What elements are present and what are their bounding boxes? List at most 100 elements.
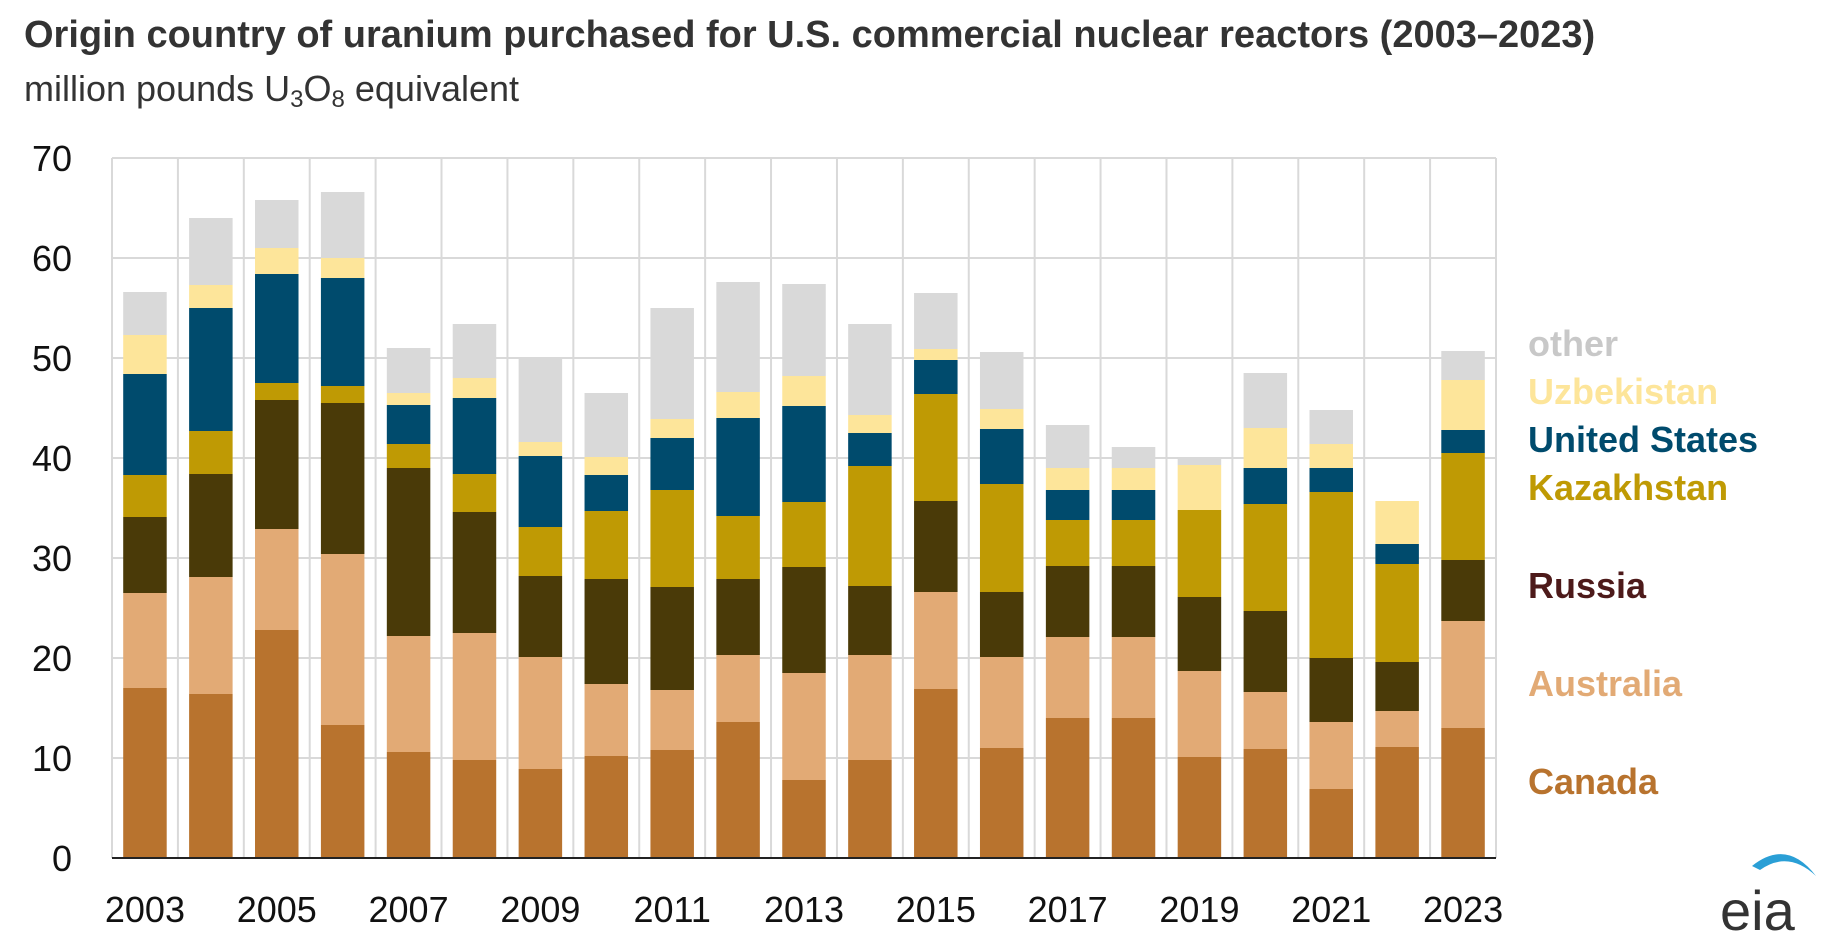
bar-canada-2009 — [518, 769, 563, 858]
bar-uzbekistan-2015 — [914, 349, 958, 360]
legend-entry-australia: Australia — [1528, 663, 1683, 704]
bar-kazakhstan-2010 — [584, 511, 629, 579]
bar-kazakhstan-2011 — [650, 490, 694, 587]
bar-russia-2014 — [848, 586, 892, 655]
bar-canada-2019 — [1177, 757, 1222, 858]
bar-australia-2023 — [1441, 621, 1485, 728]
bar-russia-2023 — [1441, 560, 1485, 621]
y-tick-label-30: 30 — [32, 538, 72, 579]
bar-australia-2004 — [189, 577, 233, 694]
bar-canada-2010 — [584, 756, 629, 858]
legend-entry-united-states: United States — [1528, 419, 1758, 460]
bar-russia-2006 — [320, 403, 365, 554]
eia-logo: eia — [1720, 854, 1816, 938]
bar-kazakhstan-2004 — [189, 431, 233, 474]
bar-uzbekistan-2006 — [320, 258, 365, 278]
bar-other-2003 — [123, 292, 167, 335]
bar-australia-2003 — [123, 593, 167, 688]
bar-australia-2005 — [255, 529, 299, 630]
bar-canada-2018 — [1111, 718, 1156, 858]
bar-other-2021 — [1309, 410, 1353, 444]
y-tick-label-50: 50 — [32, 338, 72, 379]
bar-russia-2020 — [1243, 611, 1288, 692]
bar-canada-2013 — [782, 780, 826, 858]
bar-russia-2018 — [1111, 566, 1156, 637]
bar-other-2016 — [979, 352, 1024, 409]
x-tick-label-2013: 2013 — [764, 889, 844, 930]
bar-russia-2021 — [1309, 658, 1353, 722]
x-tick-label-2017: 2017 — [1028, 889, 1108, 930]
bar-uzbekistan-2011 — [650, 419, 694, 438]
bar-russia-2009 — [518, 576, 563, 657]
bar-uzbekistan-2004 — [189, 285, 233, 308]
bar-kazakhstan-2014 — [848, 466, 892, 586]
bar-other-2017 — [1045, 425, 1090, 468]
bar-canada-2015 — [914, 689, 958, 858]
bar-kazakhstan-2019 — [1177, 510, 1222, 597]
legend-entry-russia: Russia — [1528, 565, 1647, 606]
bar-canada-2022 — [1375, 747, 1419, 858]
bar-kazakhstan-2023 — [1441, 453, 1485, 560]
bar-australia-2009 — [518, 657, 563, 769]
bar-uzbekistan-2021 — [1309, 444, 1353, 468]
bar-uzbekistan-2022 — [1375, 501, 1419, 544]
bar-uzbekistan-2019 — [1177, 465, 1222, 510]
bar-other-2020 — [1243, 373, 1288, 428]
bar-united-states-2003 — [123, 374, 167, 475]
y-tick-label-60: 60 — [32, 238, 72, 279]
bar-kazakhstan-2006 — [320, 386, 365, 403]
bar-kazakhstan-2007 — [386, 444, 431, 468]
bar-russia-2019 — [1177, 597, 1222, 671]
bar-australia-2010 — [584, 684, 629, 756]
bar-russia-2007 — [386, 468, 431, 636]
bar-uzbekistan-2018 — [1111, 468, 1156, 490]
legend-entry-other: other — [1528, 323, 1618, 364]
bar-canada-2016 — [979, 748, 1024, 858]
bar-canada-2021 — [1309, 789, 1353, 858]
bar-kazakhstan-2005 — [255, 383, 299, 400]
x-tick-label-2007: 2007 — [369, 889, 449, 930]
chart-subtitle: million pounds U3O8 equivalent — [24, 68, 519, 114]
bar-united-states-2023 — [1441, 430, 1485, 453]
bar-australia-2013 — [782, 673, 826, 780]
bar-canada-2011 — [650, 750, 694, 858]
bar-australia-2012 — [716, 655, 760, 722]
eia-logo-swoosh-icon — [1752, 854, 1816, 876]
bar-kazakhstan-2021 — [1309, 492, 1353, 658]
bar-uzbekistan-2013 — [782, 376, 826, 406]
bar-other-2008 — [452, 324, 497, 378]
bar-united-states-2006 — [320, 278, 365, 386]
x-tick-label-2005: 2005 — [237, 889, 317, 930]
bar-uzbekistan-2012 — [716, 392, 760, 418]
bar-australia-2021 — [1309, 722, 1353, 789]
bar-australia-2016 — [979, 657, 1024, 748]
legend-entry-canada: Canada — [1528, 761, 1659, 802]
bar-australia-2007 — [386, 636, 431, 752]
bar-canada-2014 — [848, 760, 892, 858]
bar-kazakhstan-2008 — [452, 474, 497, 512]
bar-russia-2003 — [123, 517, 167, 593]
bar-united-states-2017 — [1045, 490, 1090, 520]
bar-other-2012 — [716, 282, 760, 392]
bar-uzbekistan-2023 — [1441, 380, 1485, 430]
bar-kazakhstan-2020 — [1243, 504, 1288, 611]
bar-russia-2010 — [584, 579, 629, 684]
bar-united-states-2011 — [650, 438, 694, 490]
bar-united-states-2016 — [979, 429, 1024, 484]
chart-title: Origin country of uranium purchased for … — [24, 14, 1596, 56]
bar-united-states-2005 — [255, 274, 299, 383]
y-tick-label-40: 40 — [32, 438, 72, 479]
bar-uzbekistan-2010 — [584, 457, 629, 475]
x-tick-label-2003: 2003 — [105, 889, 185, 930]
bar-russia-2004 — [189, 474, 233, 577]
bar-united-states-2018 — [1111, 490, 1156, 520]
bar-kazakhstan-2017 — [1045, 520, 1090, 566]
x-tick-label-2009: 2009 — [500, 889, 580, 930]
bar-uzbekistan-2003 — [123, 335, 167, 374]
bar-kazakhstan-2018 — [1111, 520, 1156, 566]
bar-united-states-2022 — [1375, 544, 1419, 564]
subtitle-suffix: equivalent — [344, 68, 520, 109]
bar-other-2023 — [1441, 351, 1485, 380]
bar-australia-2008 — [452, 633, 497, 760]
